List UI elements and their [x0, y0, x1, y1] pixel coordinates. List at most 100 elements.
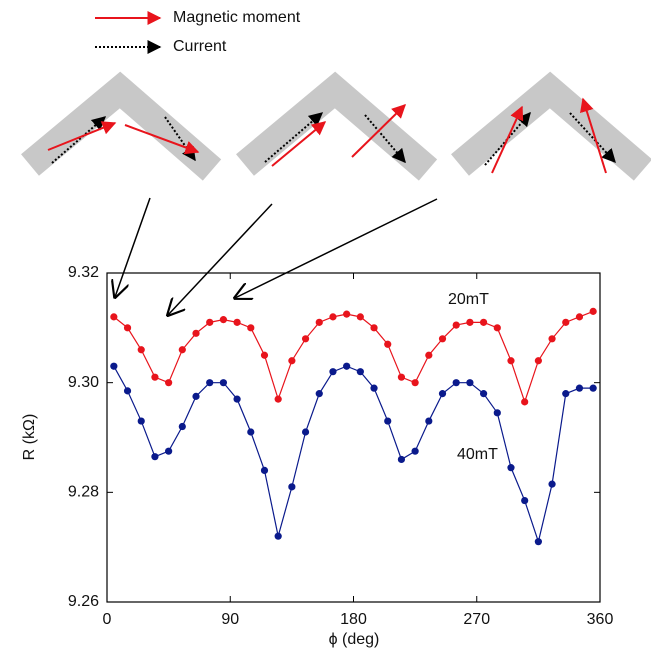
data-point [137, 346, 145, 354]
data-point [288, 483, 296, 491]
data-point [562, 318, 570, 326]
data-point [384, 417, 392, 425]
series-label: 20mT [448, 291, 489, 308]
x-tick-label: 360 [587, 611, 614, 628]
data-point [274, 395, 282, 403]
data-point [260, 351, 269, 359]
data-point [206, 318, 214, 326]
data-point [411, 447, 419, 455]
data-point [288, 357, 296, 365]
data-point [452, 379, 460, 387]
data-point [165, 379, 173, 387]
data-point [247, 324, 255, 332]
data-point [425, 351, 433, 359]
data-point [521, 496, 529, 505]
pointer-arrows [115, 197, 438, 315]
data-point [356, 313, 364, 321]
current-arrow [484, 111, 531, 166]
data-point [411, 379, 419, 387]
data-point [466, 379, 474, 387]
y-tick-label: 9.28 [68, 484, 99, 501]
current-arrow [264, 112, 324, 163]
data-point [589, 384, 597, 392]
current-arrow [164, 116, 196, 162]
data-point [534, 357, 542, 365]
moment-arrow [351, 104, 406, 158]
data-point [356, 368, 364, 376]
data-point [110, 362, 118, 370]
y-axis-label: R (kΩ) [21, 414, 38, 461]
data-point [493, 409, 501, 417]
chevron [21, 71, 222, 181]
data-point [301, 335, 310, 343]
data-point [110, 313, 118, 321]
series-line [113, 365, 594, 544]
data-point [534, 538, 542, 546]
series-line [113, 310, 594, 404]
data-point [329, 368, 337, 376]
data-point [219, 316, 228, 324]
x-tick-label: 0 [103, 611, 112, 628]
data-point [123, 387, 132, 395]
data-point [178, 346, 186, 354]
data-point [137, 417, 145, 425]
data-point [438, 390, 447, 398]
data-point [479, 390, 488, 398]
legend-label: Current [173, 38, 227, 55]
data-point [384, 340, 392, 348]
data-point [493, 324, 501, 332]
data-point [370, 384, 378, 392]
data-point [260, 466, 269, 474]
x-tick-label: 270 [463, 611, 490, 628]
y-tick-label: 9.32 [68, 264, 99, 281]
data-point [397, 373, 406, 381]
data-point [466, 318, 474, 326]
data-point [165, 447, 173, 455]
data-point [425, 417, 433, 425]
plot-frame [106, 272, 601, 603]
data-point [548, 335, 556, 343]
chevron [236, 71, 438, 181]
data-point [370, 324, 378, 332]
data-point [315, 390, 323, 398]
data-point [274, 532, 282, 540]
pointer-arrow [115, 197, 151, 297]
moment-arrow [271, 121, 327, 167]
moment-arrow [491, 105, 524, 174]
data-point [575, 384, 584, 392]
y-tick-label: 9.26 [68, 593, 99, 610]
data-point [548, 480, 556, 488]
data-point [233, 395, 241, 403]
data-point [479, 318, 488, 326]
data-point [247, 428, 255, 436]
moment-arrow [580, 97, 607, 174]
data-point [301, 428, 310, 436]
data-point [315, 318, 323, 326]
x-axis-label: ϕ (deg) [329, 631, 380, 648]
legend-label: Magnetic moment [173, 9, 301, 26]
moment-arrow [124, 124, 200, 155]
data-point [329, 313, 337, 321]
data-point [178, 422, 186, 431]
data-point [589, 307, 597, 315]
data-point [192, 329, 200, 337]
data-point [233, 318, 241, 326]
data-point [507, 464, 515, 472]
pointer-arrow [168, 203, 273, 315]
data-point [206, 379, 214, 387]
data-point [123, 324, 132, 332]
data-point [438, 335, 447, 343]
data-point [575, 313, 584, 321]
current-arrow [569, 112, 616, 164]
chevrons [21, 71, 651, 181]
series-label: 40mT [457, 446, 498, 463]
pointer-arrow [235, 198, 438, 298]
legend: Magnetic moment Current [95, 9, 301, 55]
chevron [451, 71, 651, 181]
data-point [397, 455, 406, 464]
data-point [192, 392, 200, 400]
data-point [507, 357, 515, 365]
data-point [521, 398, 529, 406]
